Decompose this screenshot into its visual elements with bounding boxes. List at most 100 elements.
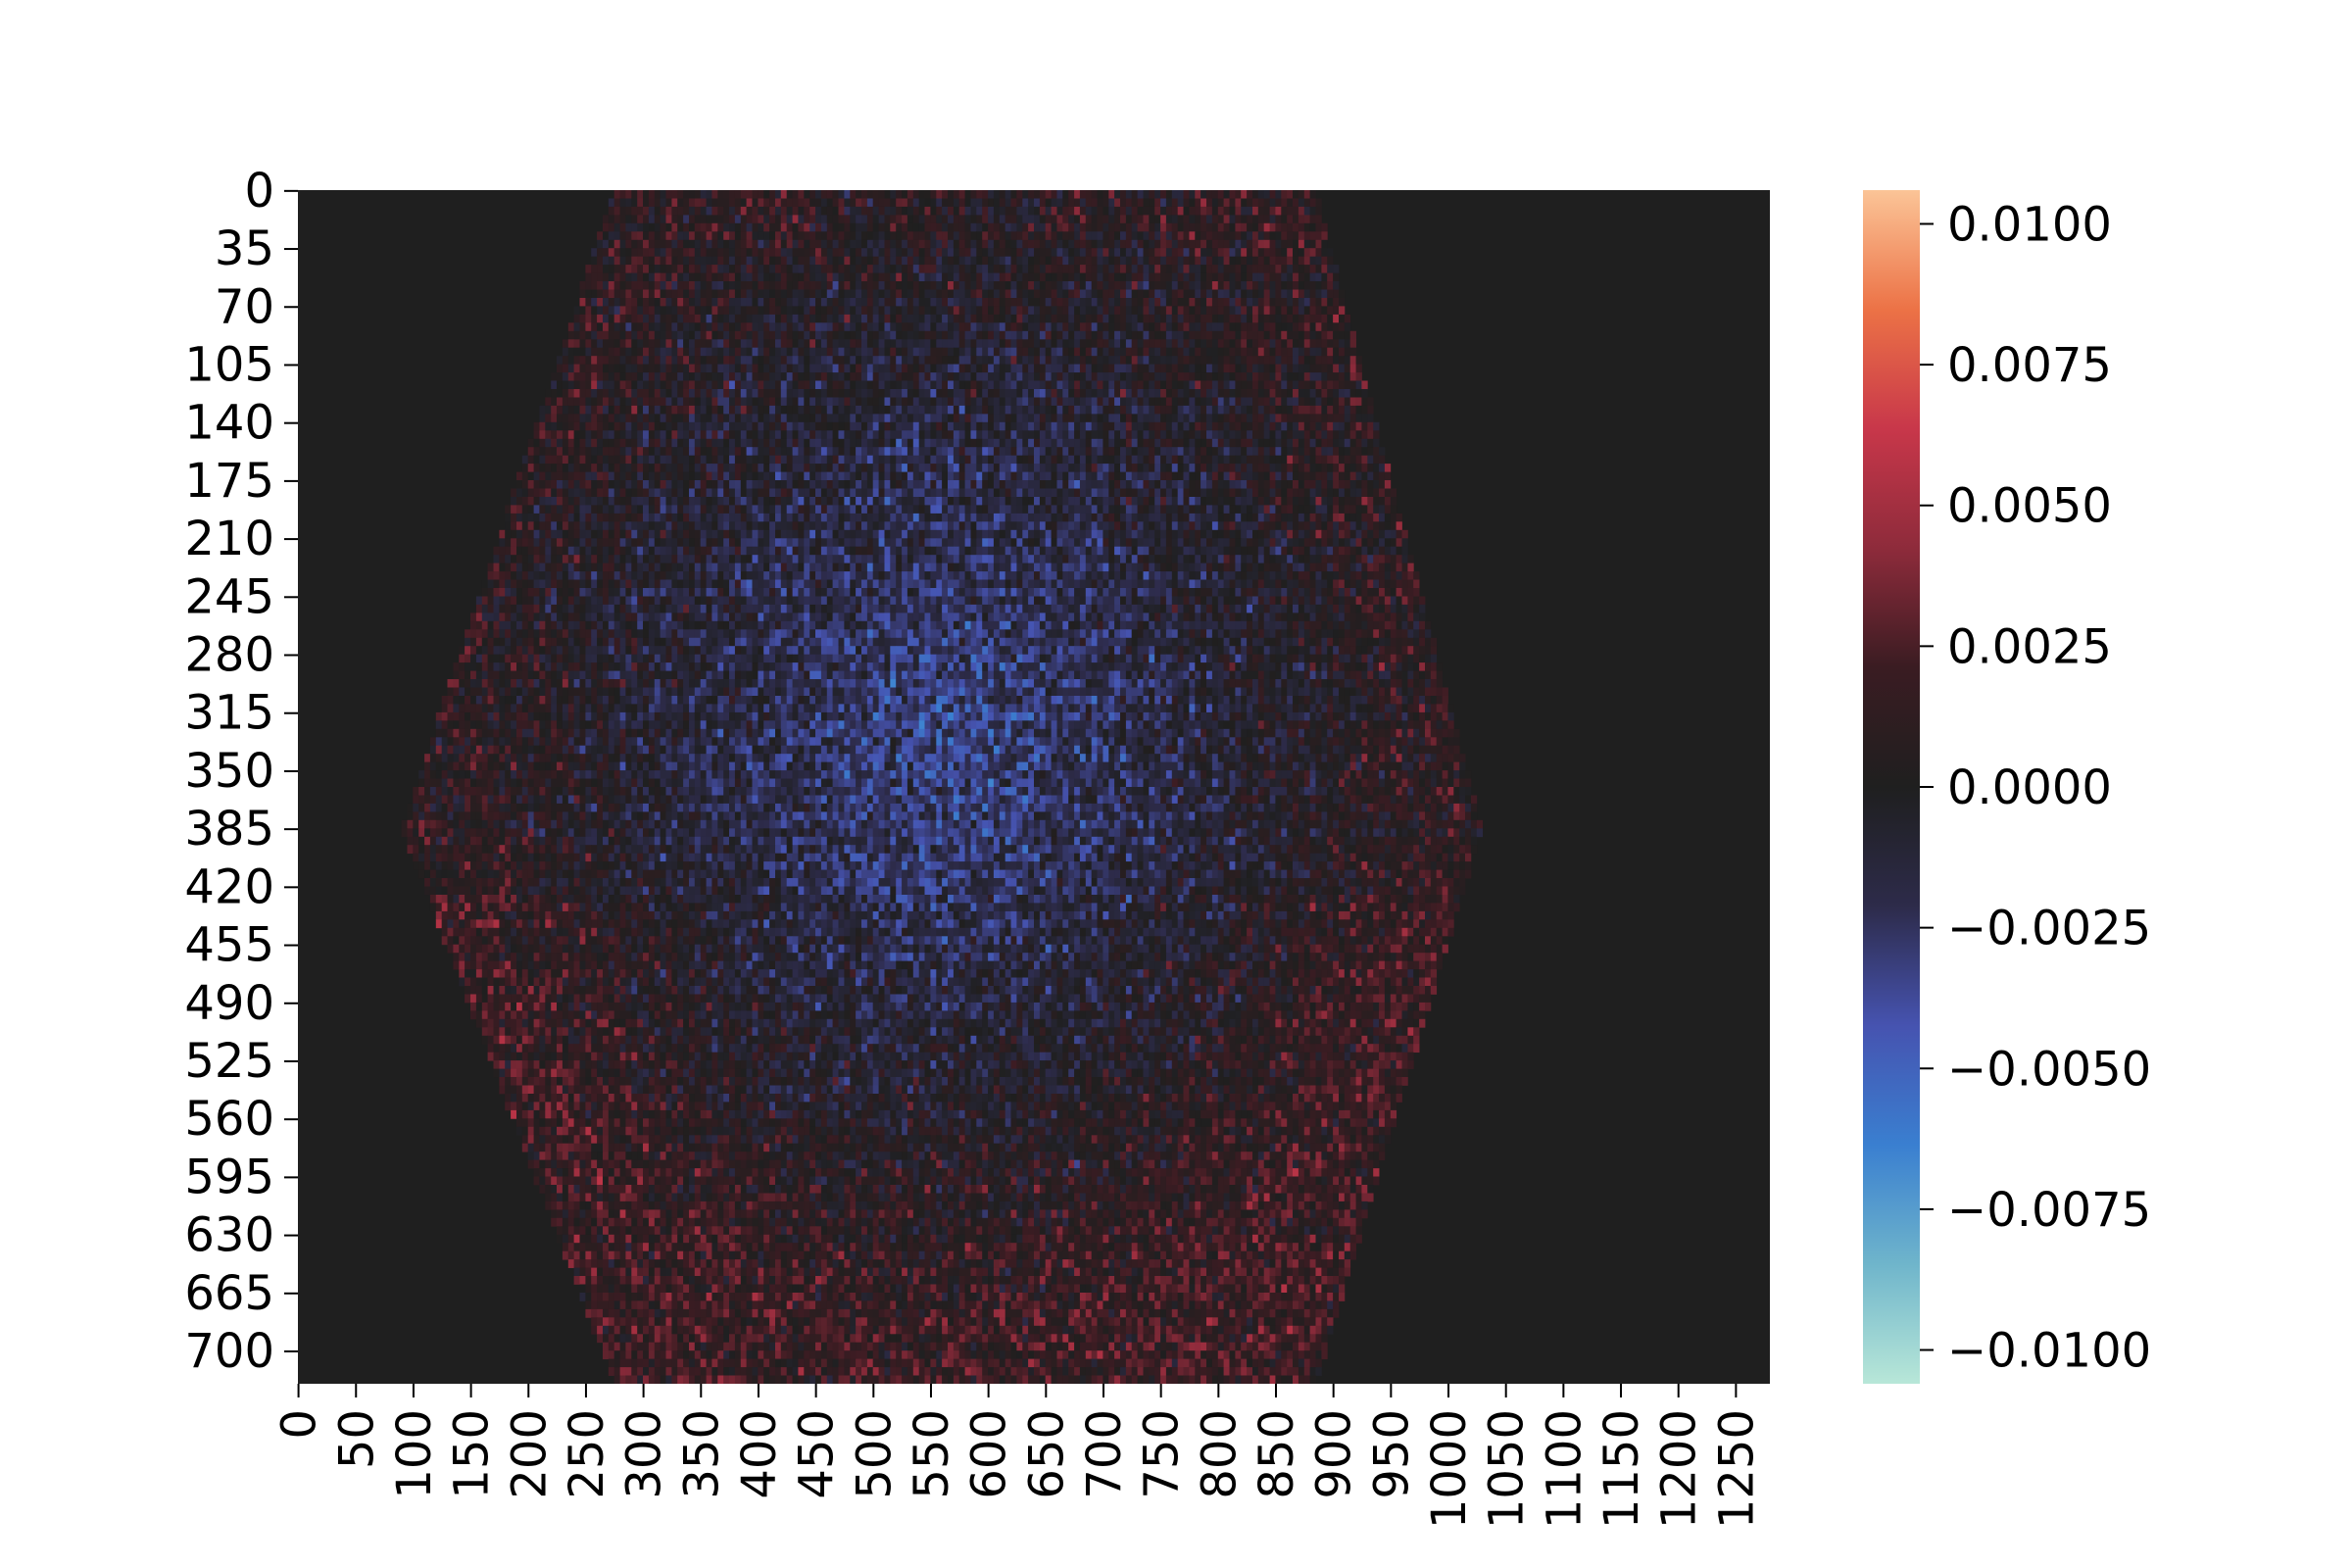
heatmap-cell xyxy=(1235,222,1242,232)
heatmap-cell xyxy=(729,438,736,448)
heatmap-cell xyxy=(838,372,845,381)
heatmap-cell xyxy=(648,330,656,340)
heatmap-cell xyxy=(625,488,632,498)
heatmap-cell xyxy=(769,438,776,448)
heatmap-cell xyxy=(1195,248,1201,258)
heatmap-cell xyxy=(597,314,604,323)
heatmap-cell xyxy=(1016,248,1023,258)
heatmap-cell xyxy=(1384,464,1392,472)
heatmap-cell xyxy=(798,281,805,290)
heatmap-cell xyxy=(1298,347,1305,357)
heatmap-cell xyxy=(521,488,529,498)
heatmap-cell xyxy=(890,206,897,216)
heatmap-cell xyxy=(591,421,598,431)
heatmap-cell xyxy=(758,356,764,366)
heatmap-cell xyxy=(804,471,810,481)
heatmap-cell xyxy=(878,248,885,258)
heatmap-cell xyxy=(856,339,862,349)
heatmap-cell xyxy=(1309,306,1316,316)
heatmap-cell xyxy=(1333,397,1340,407)
heatmap-cell xyxy=(1241,356,1248,366)
heatmap-cell xyxy=(1051,256,1057,266)
heatmap-cell xyxy=(861,372,868,381)
heatmap-cell xyxy=(637,314,644,323)
heatmap-cell xyxy=(1010,314,1017,323)
heatmap-cell xyxy=(953,356,960,366)
heatmap-cell xyxy=(1108,206,1115,216)
heatmap-cell xyxy=(1154,239,1161,249)
heatmap-cell xyxy=(1183,206,1190,216)
heatmap-cell xyxy=(1108,347,1115,357)
heatmap-cell xyxy=(562,455,569,465)
heatmap-cell xyxy=(539,414,546,423)
heatmap-cell xyxy=(902,231,908,241)
heatmap-cell xyxy=(1165,339,1173,349)
heatmap-cell xyxy=(930,215,937,224)
heatmap-cell xyxy=(999,248,1006,258)
heatmap-cell xyxy=(1287,190,1294,199)
heatmap-cell xyxy=(775,347,782,357)
heatmap-cell xyxy=(1321,256,1328,266)
heatmap-cell xyxy=(826,397,834,407)
heatmap-cell xyxy=(1074,248,1081,258)
heatmap-cell xyxy=(1010,389,1017,398)
heatmap-cell xyxy=(1281,248,1288,258)
heatmap-cell xyxy=(631,389,638,398)
heatmap-cell xyxy=(820,455,828,465)
heatmap-cell xyxy=(1241,430,1248,440)
heatmap-cell xyxy=(924,480,931,489)
heatmap-cell xyxy=(1102,289,1109,299)
heatmap-cell xyxy=(631,190,638,199)
heatmap-cell xyxy=(654,306,662,316)
heatmap-cell xyxy=(677,248,684,258)
heatmap-cell xyxy=(769,298,776,307)
heatmap-cell xyxy=(866,198,874,208)
heatmap-cell xyxy=(1085,289,1093,299)
heatmap-cell xyxy=(948,480,955,489)
heatmap-cell xyxy=(1131,430,1138,440)
heatmap-cell xyxy=(723,430,730,440)
heatmap-cell xyxy=(1091,380,1098,390)
heatmap-cell xyxy=(648,298,656,307)
heatmap-cell xyxy=(1327,314,1334,323)
heatmap-cell xyxy=(539,421,546,431)
heatmap-cell xyxy=(1195,314,1201,323)
heatmap-cell xyxy=(912,364,920,373)
heatmap-cell xyxy=(872,438,879,448)
heatmap-cell xyxy=(815,430,822,440)
heatmap-cell xyxy=(734,222,742,232)
heatmap-cell xyxy=(958,356,965,366)
heatmap-cell xyxy=(1298,206,1305,216)
heatmap-cell xyxy=(1062,347,1069,357)
heatmap-cell xyxy=(1016,364,1023,373)
heatmap-cell xyxy=(1217,265,1225,273)
heatmap-cell xyxy=(700,447,707,457)
heatmap-cell xyxy=(1183,405,1190,415)
heatmap-cell xyxy=(850,455,857,465)
heatmap-cell xyxy=(988,364,995,373)
heatmap-cell xyxy=(1056,222,1063,232)
heatmap-cell xyxy=(844,190,851,199)
heatmap-cell xyxy=(711,289,718,299)
heatmap-cell xyxy=(953,215,960,224)
heatmap-cell xyxy=(1287,464,1294,472)
heatmap-cell xyxy=(700,455,707,465)
heatmap-cell xyxy=(573,405,580,415)
heatmap-cell xyxy=(603,397,610,407)
heatmap-cell xyxy=(872,198,879,208)
heatmap-cell xyxy=(1367,405,1374,415)
heatmap-cell xyxy=(1068,389,1075,398)
heatmap-cell xyxy=(1281,364,1288,373)
heatmap-cell xyxy=(999,231,1006,241)
heatmap-cell xyxy=(976,380,983,390)
heatmap-cell xyxy=(533,471,540,481)
heatmap-cell xyxy=(683,239,690,249)
heatmap-cell xyxy=(1189,239,1196,249)
heatmap-cell xyxy=(1223,339,1230,349)
heatmap-cell xyxy=(798,265,805,273)
heatmap-cell xyxy=(820,471,828,481)
heatmap-cell xyxy=(694,339,702,349)
heatmap-cell xyxy=(769,356,776,366)
heatmap-cell xyxy=(700,414,707,423)
heatmap-cell xyxy=(1211,314,1219,323)
